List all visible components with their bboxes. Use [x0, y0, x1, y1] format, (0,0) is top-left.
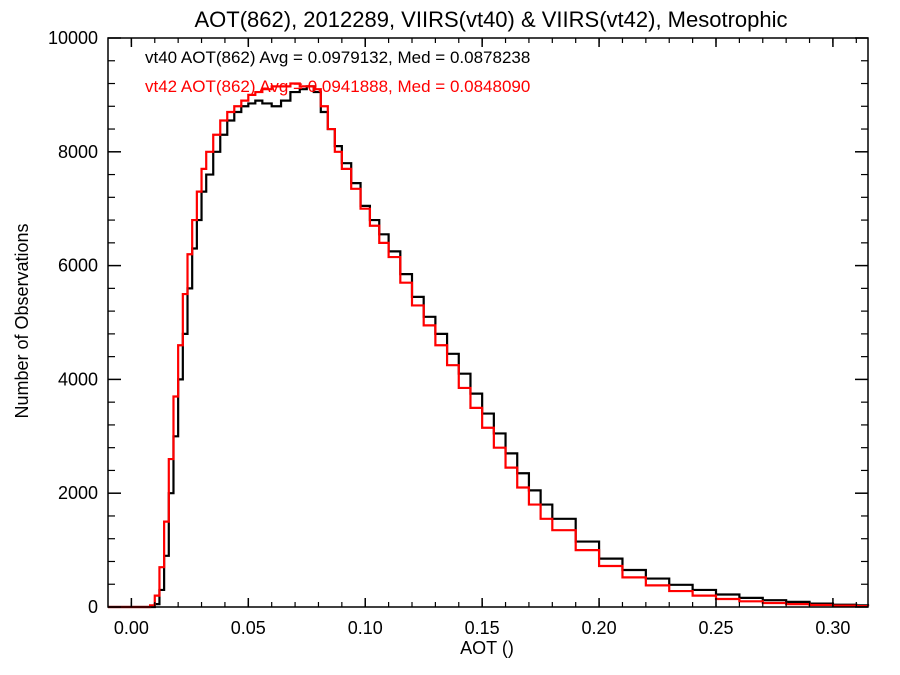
series-line-1: [108, 82, 870, 609]
x-axis: 0.00 0.05 0.10 0.15 0.20 0.25 0.30: [114, 38, 857, 638]
x-tick-label: 0.10: [348, 618, 383, 638]
y-tick-label: 10000: [48, 28, 98, 48]
annotation-vt42: vt42 AOT(862) Avg = 0.0941888, Med = 0.0…: [145, 77, 530, 96]
x-tick-label: 0.20: [582, 618, 617, 638]
y-axis-label: Number of Observations: [12, 223, 32, 418]
x-tick-label: 0.05: [231, 618, 266, 638]
y-axis: 0 2000 4000 6000 8000 10000: [48, 28, 868, 617]
x-tick-label: 0.30: [815, 618, 850, 638]
y-tick-label: 2000: [58, 483, 98, 503]
y-tick-label: 4000: [58, 369, 98, 389]
y-tick-label: 6000: [58, 256, 98, 276]
plot-frame: [107, 37, 869, 608]
plot-area: [107, 37, 870, 609]
series-group: [108, 82, 870, 609]
series-line-0: [108, 85, 870, 609]
x-tick-label: 0.15: [465, 618, 500, 638]
x-axis-label: AOT (): [460, 638, 514, 658]
y-tick-label: 0: [88, 597, 98, 617]
x-tick-label: 0.25: [698, 618, 733, 638]
x-tick-label: 0.00: [114, 618, 149, 638]
y-tick-label: 8000: [58, 142, 98, 162]
annotation-vt40: vt40 AOT(862) Avg = 0.0979132, Med = 0.0…: [145, 48, 530, 67]
chart-title: AOT(862), 2012289, VIIRS(vt40) & VIIRS(v…: [194, 7, 787, 32]
